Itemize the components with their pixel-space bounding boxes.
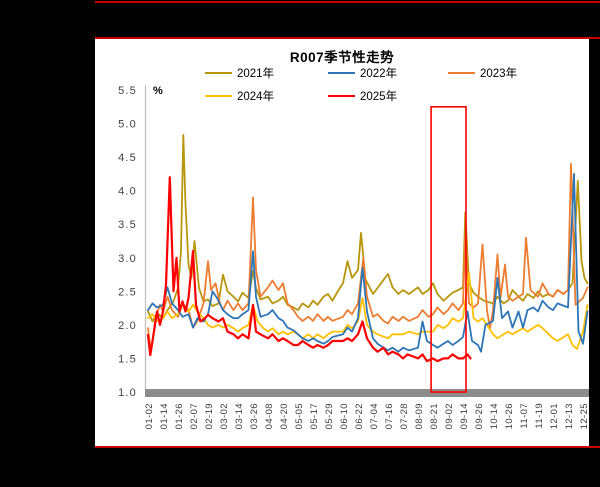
y-tick-label: 2.5	[118, 286, 137, 298]
legend-swatch	[205, 71, 232, 75]
x-tick-label: 10-14	[489, 403, 500, 429]
series-line-2023年	[147, 162, 589, 353]
x-tick-label: 02-07	[189, 403, 200, 429]
x-tick-label: 11-07	[519, 403, 530, 429]
legend-item-2025: 2025年	[328, 89, 397, 103]
legend-swatch	[328, 71, 355, 75]
series-line-2025年	[146, 176, 472, 363]
x-tick-label: 05-05	[294, 403, 305, 429]
chart-title: R007季节性走势	[289, 50, 395, 65]
x-tick-label: 09-26	[474, 403, 485, 429]
x-tick-label: 12-01	[549, 403, 560, 429]
legend-item-2024: 2024年	[205, 89, 274, 103]
x-tick-label: 03-26	[249, 403, 260, 429]
x-tick-label: 10-26	[504, 403, 515, 429]
series-line-2022年	[147, 172, 589, 353]
x-tick-label: 07-16	[384, 403, 395, 429]
x-tick-label: 04-08	[264, 403, 275, 429]
x-tick-label: 12-13	[564, 403, 575, 429]
x-tick-label: 01-26	[174, 403, 185, 429]
y-tick-label: 4.5	[118, 152, 137, 164]
highlight-rectangle	[430, 106, 467, 393]
x-tick-label: 05-17	[309, 403, 320, 429]
y-tick-label: 3.0	[118, 253, 137, 265]
x-tick-label: 03-14	[234, 403, 245, 429]
y-tick-label: 4.0	[118, 186, 137, 198]
header-divider-line	[95, 37, 600, 39]
x-tick-label: 11-19	[534, 403, 545, 429]
chart-panel	[95, 39, 589, 446]
bottom-border-line	[95, 446, 600, 448]
x-tick-label: 01-14	[159, 403, 170, 429]
x-tick-label: 03-02	[219, 403, 230, 429]
legend-swatch	[205, 94, 232, 98]
x-tick-label: 06-10	[339, 403, 350, 429]
x-tick-label: 04-20	[279, 403, 290, 429]
y-tick-label: 5.0	[118, 119, 137, 131]
y-tick-label: 1.0	[118, 387, 137, 399]
series-line-2024年	[147, 272, 589, 350]
x-tick-label: 07-04	[369, 403, 380, 429]
x-tick-label: 09-14	[459, 403, 470, 429]
legend-label: 2024年	[237, 91, 275, 103]
legend-label: 2025年	[360, 91, 398, 103]
legend-label: 2021年	[237, 68, 275, 80]
legend-swatch	[328, 94, 355, 98]
legend-item-2023: 2023年	[448, 66, 517, 80]
x-tick-label: 07-28	[399, 403, 410, 429]
legend-label: 2022年	[360, 68, 398, 80]
y-tick-label: 1.5	[118, 353, 137, 365]
legend-item-2021: 2021年	[205, 66, 274, 80]
x-tick-label: 08-09	[414, 403, 425, 429]
x-tick-label: 02-19	[204, 403, 215, 429]
x-tick-label: 01-02	[144, 403, 155, 429]
x-tick-label: 08-21	[429, 403, 440, 429]
y-tick-label: 2.0	[118, 320, 137, 332]
y-axis-unit-label: %	[153, 85, 163, 97]
top-border-line	[95, 1, 600, 3]
x-axis-baseline-bar	[145, 389, 589, 397]
x-tick-label: 05-29	[324, 403, 335, 429]
x-tick-label: 06-22	[354, 403, 365, 429]
legend-swatch	[448, 71, 475, 75]
legend-label: 2023年	[480, 68, 518, 80]
y-tick-label: 3.5	[118, 219, 137, 231]
x-tick-label: 09-02	[444, 403, 455, 429]
legend-item-2022: 2022年	[328, 66, 397, 80]
y-tick-label: 5.5	[118, 85, 137, 97]
x-tick-label: 12-25	[579, 403, 590, 429]
